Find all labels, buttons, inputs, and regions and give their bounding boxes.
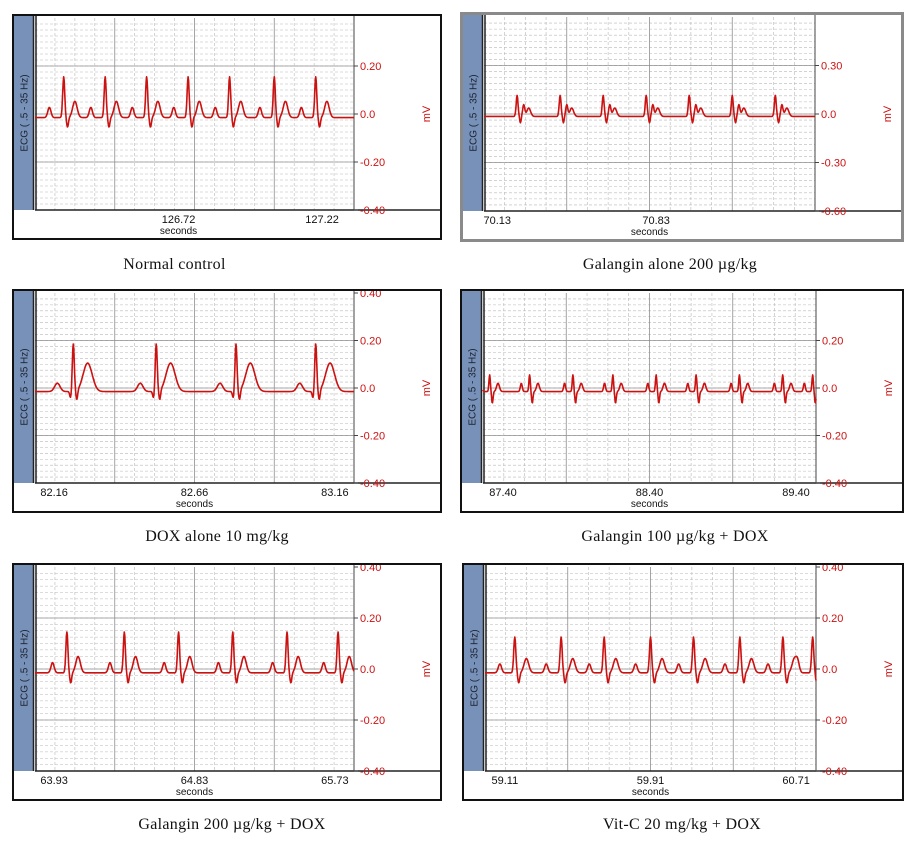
panel-caption: Galangin 200 µg/kg + DOX <box>138 816 326 833</box>
ecg-label-strip <box>462 291 481 483</box>
xlabel-seconds: seconds <box>631 499 668 510</box>
ecg-trace <box>34 343 355 400</box>
y-tick-label: -0.20 <box>822 715 847 727</box>
y-tick-label: 0.20 <box>360 61 381 73</box>
y-tick-label: 0.0 <box>360 664 375 676</box>
y-tick-label: -0.40 <box>822 478 847 490</box>
y-tick-label: -0.30 <box>821 158 846 170</box>
grid <box>35 293 354 483</box>
x-tick-label: 89.40 <box>782 487 810 499</box>
y-tick-label: 0.30 <box>821 61 842 73</box>
ylabel-mv: mV <box>883 379 895 396</box>
y-tick-label: -0.40 <box>360 205 385 217</box>
panel-caption: Normal control <box>123 256 226 273</box>
x-tick-label: 63.93 <box>40 775 68 787</box>
ecg-chart: ECG ( .5 - 35 Hz) 0.40 0.20 0.0 -0.20 -0.40 mV… <box>464 565 902 798</box>
ylabel-mv: mV <box>882 105 894 122</box>
ylabel-mv: mV <box>421 660 433 677</box>
ecg-panel-galangin-100-dox: ECG ( .5 - 35 Hz) 0.20 0.0 -0.20 -0.40 mV 87.4… <box>460 289 904 513</box>
ylabel-ecg: ECG ( .5 - 35 Hz) <box>20 348 31 425</box>
ecg-label-strip <box>14 16 33 210</box>
ylabel-mv: mV <box>421 105 433 122</box>
ecg-panel-galangin-alone: ECG ( .5 - 35 Hz) 0.30 0.0 -0.30 -0.60 mV 70.1… <box>460 12 904 242</box>
y-tick-label: 0.0 <box>822 383 837 395</box>
grid <box>484 17 815 211</box>
x-tick-label: 65.73 <box>321 775 349 787</box>
ecg-chart: ECG ( .5 - 35 Hz) 0.20 0.0 -0.20 -0.40 mV 126.… <box>14 16 440 237</box>
x-tick-label: 59.91 <box>637 775 665 787</box>
ylabel-ecg: ECG ( .5 - 35 Hz) <box>470 629 481 706</box>
x-tick-label: 88.40 <box>636 487 664 499</box>
ecg-label-strip <box>14 291 33 483</box>
ecg-chart: ECG ( .5 - 35 Hz) 0.40 0.20 0.0 -0.20 -0.40 mV… <box>14 565 440 798</box>
panel-caption: DOX alone 10 mg/kg <box>145 528 289 545</box>
y-tick-label: -0.20 <box>822 431 847 443</box>
x-tick-label: 70.13 <box>483 215 511 227</box>
ecg-label-strip <box>463 15 482 211</box>
ecg-panel-vitc-dox: ECG ( .5 - 35 Hz) 0.40 0.20 0.0 -0.20 -0.40 mV… <box>462 563 904 801</box>
y-tick-label: 0.0 <box>360 109 375 121</box>
ecg-panel-galangin-200-dox: ECG ( .5 - 35 Hz) 0.40 0.20 0.0 -0.20 -0.40 mV… <box>12 563 442 801</box>
ylabel-ecg: ECG ( .5 - 35 Hz) <box>20 629 31 706</box>
x-tick-label: 126.72 <box>162 214 196 226</box>
panel-caption: Vit-C 20 mg/kg + DOX <box>602 816 762 833</box>
xlabel-seconds: seconds <box>632 787 669 798</box>
grid <box>483 293 816 483</box>
ecg-chart: ECG ( .5 - 35 Hz) 0.40 0.20 0.0 -0.20 -0.40 mV… <box>14 291 440 510</box>
x-tick-label: 82.66 <box>181 487 209 499</box>
y-tick-label: -0.20 <box>360 157 385 169</box>
ylabel-mv: mV <box>883 660 895 677</box>
y-tick-label: -0.40 <box>360 478 385 490</box>
ylabel-mv: mV <box>421 379 433 396</box>
y-tick-label: -0.40 <box>360 766 385 778</box>
x-tick-label: 87.40 <box>489 487 517 499</box>
x-tick-label: 60.71 <box>782 775 810 787</box>
ylabel-ecg: ECG ( .5 - 35 Hz) <box>468 348 479 425</box>
y-tick-label: -0.40 <box>822 766 847 778</box>
y-tick-label: -0.60 <box>821 206 846 218</box>
y-tick-label: 0.20 <box>822 613 843 625</box>
ecg-chart: ECG ( .5 - 35 Hz) 0.30 0.0 -0.30 -0.60 mV 70.1… <box>463 15 901 238</box>
x-tick-label: 83.16 <box>321 487 349 499</box>
x-tick-label: 127.22 <box>305 214 339 226</box>
y-tick-label: 0.20 <box>822 336 843 348</box>
y-tick-label: 0.0 <box>360 383 375 395</box>
x-tick-label: 82.16 <box>40 487 68 499</box>
grid <box>35 18 354 210</box>
xlabel-seconds: seconds <box>176 787 213 798</box>
xlabel-seconds: seconds <box>176 499 213 510</box>
panel-caption: Galangin alone 200 µg/kg <box>582 256 758 273</box>
y-tick-label: 0.40 <box>360 565 381 574</box>
x-tick-label: 59.11 <box>492 775 519 787</box>
ecg-panel-normal-control: ECG ( .5 - 35 Hz) 0.20 0.0 -0.20 -0.40 mV 126.… <box>12 14 442 240</box>
panel-caption: Galangin 100 µg/kg + DOX <box>581 528 769 545</box>
ecg-trace <box>484 636 817 684</box>
ecg-trace <box>482 374 817 404</box>
ecg-trace <box>34 76 355 128</box>
y-tick-label: 0.20 <box>360 613 381 625</box>
y-tick-label: 0.40 <box>822 565 843 574</box>
ecg-label-strip <box>14 565 33 771</box>
ylabel-ecg: ECG ( .5 - 35 Hz) <box>469 74 480 151</box>
y-tick-label: -0.20 <box>360 431 385 443</box>
ylabel-ecg: ECG ( .5 - 35 Hz) <box>20 74 31 151</box>
x-tick-label: 70.83 <box>642 215 670 227</box>
x-tick-label: 64.83 <box>181 775 209 787</box>
grid <box>35 567 354 771</box>
ecg-trace <box>34 631 355 684</box>
y-tick-label: 0.20 <box>360 336 381 348</box>
ecg-chart: ECG ( .5 - 35 Hz) 0.20 0.0 -0.20 -0.40 mV 87.4… <box>462 291 902 510</box>
y-tick-label: 0.0 <box>822 664 837 676</box>
y-tick-label: 0.0 <box>821 109 836 121</box>
xlabel-seconds: seconds <box>631 227 668 238</box>
xlabel-seconds: seconds <box>160 226 197 237</box>
y-tick-label: -0.20 <box>360 715 385 727</box>
ecg-label-strip <box>464 565 483 771</box>
ecg-trace <box>483 94 816 124</box>
y-tick-label: 0.40 <box>360 291 381 300</box>
ecg-panel-dox-alone: ECG ( .5 - 35 Hz) 0.40 0.20 0.0 -0.20 -0.40 mV… <box>12 289 442 513</box>
